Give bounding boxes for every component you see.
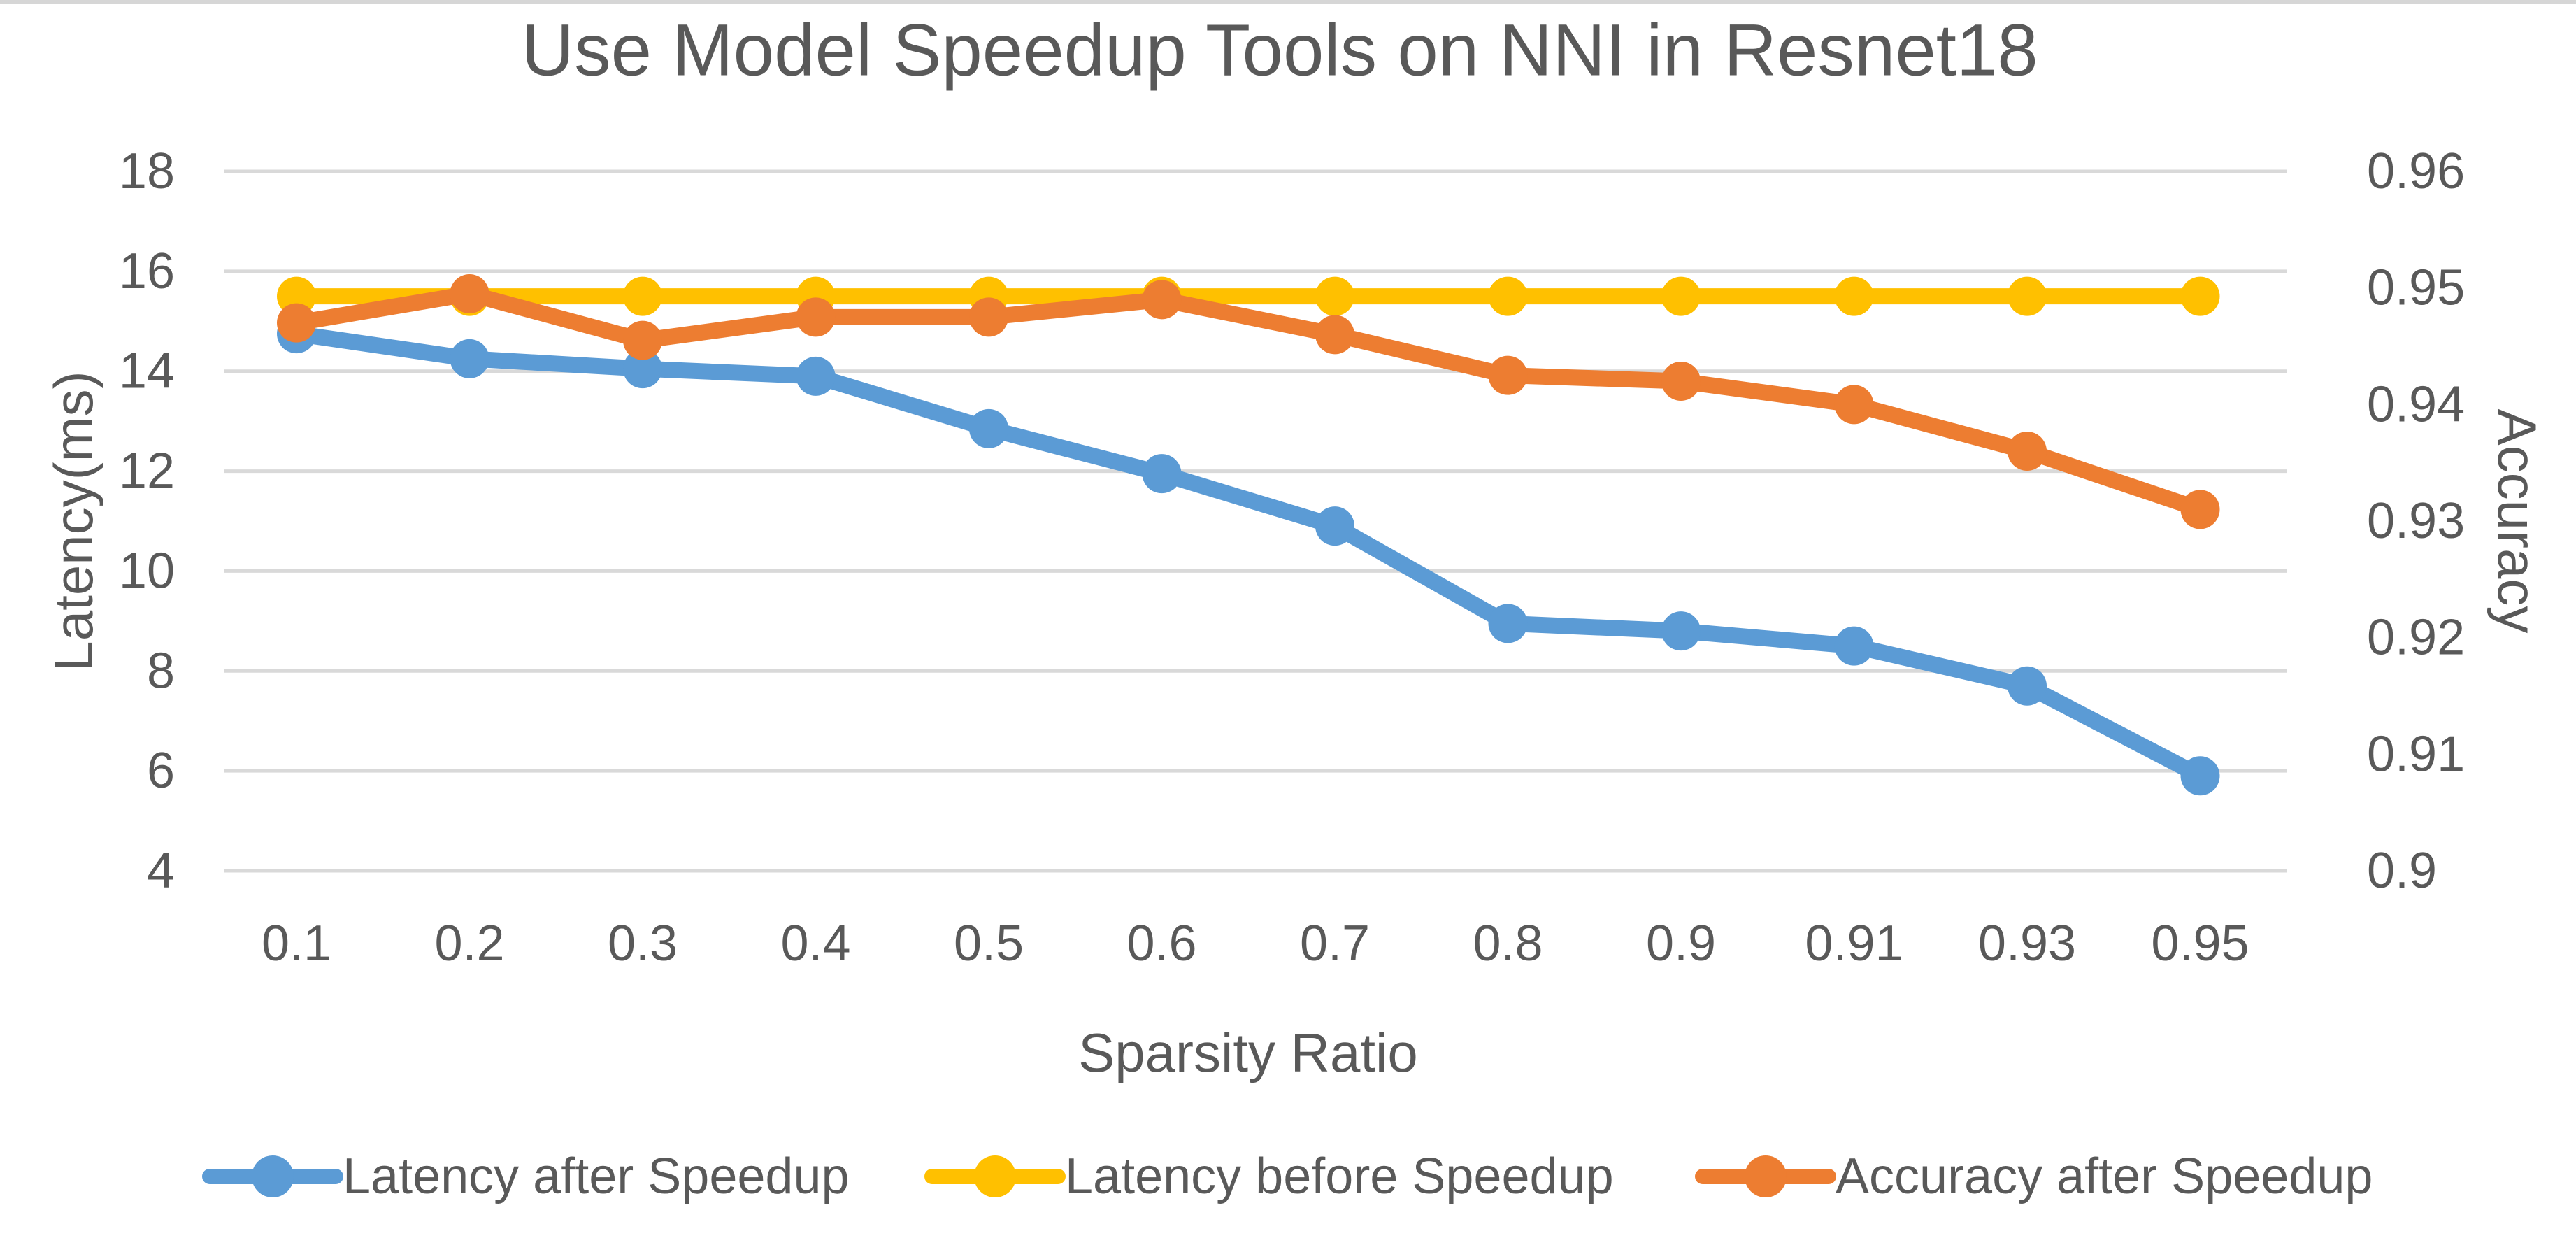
- y-left-tick-label: 16: [119, 243, 175, 299]
- y-right-tick-label: 0.91: [2367, 726, 2465, 782]
- data-point-marker: [623, 349, 662, 389]
- x-tick-label: 0.9: [1646, 916, 1716, 972]
- data-point-marker: [450, 339, 489, 378]
- data-point-marker: [1661, 611, 1701, 651]
- legend-marker-dot: [974, 1155, 1016, 1197]
- x-tick-label: 0.93: [1978, 916, 2076, 972]
- legend-item: Accuracy after Speedup: [1695, 1148, 2373, 1204]
- y-left-tick-labels-group: 18 16 14 12 10 8 6 4: [119, 143, 175, 899]
- y-right-tick-label: 0.92: [2367, 610, 2465, 666]
- x-tick-label: 0.91: [1805, 916, 1903, 972]
- y-right-axis-title: Accuracy: [2486, 409, 2548, 634]
- data-point-marker: [1834, 626, 1874, 666]
- data-point-marker: [1488, 355, 1528, 395]
- series-group: [277, 274, 2220, 796]
- data-point-marker: [2008, 276, 2047, 316]
- x-tick-label: 0.1: [262, 916, 331, 972]
- x-tick-label: 0.2: [434, 916, 504, 972]
- legend-label: Latency after Speedup: [343, 1148, 850, 1204]
- data-point-marker: [450, 274, 489, 313]
- y-right-tick-label: 0.95: [2367, 260, 2465, 316]
- y-right-tick-labels-group: 0.96 0.95 0.94 0.93 0.92 0.91 0.9: [2367, 143, 2465, 899]
- data-point-marker: [2180, 756, 2220, 796]
- data-point-marker: [623, 320, 662, 360]
- data-point-marker: [1142, 280, 1182, 320]
- chart-title: Use Model Speedup Tools on NNI in Resnet…: [521, 10, 2038, 92]
- x-tick-label: 0.95: [2151, 916, 2249, 972]
- legend-marker-dot: [1745, 1155, 1787, 1197]
- data-point-marker: [1834, 276, 1874, 316]
- data-point-marker: [623, 276, 662, 316]
- data-point-marker: [2008, 666, 2047, 706]
- x-tick-labels-group: 0.1 0.2 0.3 0.4 0.5 0.6 0.7 0.8 0.9 0.91 0.93 0.95: [262, 916, 2249, 972]
- data-point-marker: [1315, 276, 1354, 316]
- x-tick-label: 0.6: [1126, 916, 1196, 972]
- x-tick-label: 0.3: [608, 916, 678, 972]
- x-tick-label: 0.8: [1473, 916, 1543, 972]
- data-point-marker: [1142, 454, 1182, 494]
- data-point-marker: [969, 408, 1008, 448]
- x-axis-title: Sparsity Ratio: [1078, 1022, 1418, 1083]
- legend-item: Latency after Speedup: [202, 1148, 850, 1204]
- y-left-tick-label: 12: [119, 443, 175, 499]
- data-point-marker: [1488, 604, 1528, 643]
- y-left-tick-label: 14: [119, 343, 175, 399]
- y-left-tick-label: 8: [147, 643, 175, 699]
- data-point-marker: [1488, 276, 1528, 316]
- data-point-marker: [969, 297, 1008, 337]
- x-tick-label: 0.5: [954, 916, 1024, 972]
- data-point-marker: [796, 297, 836, 337]
- y-left-axis-title: Latency(ms): [43, 371, 104, 671]
- y-right-tick-label: 0.9: [2367, 843, 2437, 899]
- y-right-tick-label: 0.93: [2367, 493, 2465, 549]
- y-left-tick-label: 10: [119, 543, 175, 599]
- data-point-marker: [1661, 276, 1701, 316]
- legend-label: Accuracy after Speedup: [1836, 1148, 2373, 1204]
- data-point-marker: [1834, 385, 1874, 425]
- series-line-accuracy-after-speedup: [288, 285, 2208, 518]
- data-point-marker: [277, 303, 316, 343]
- data-point-marker: [1315, 506, 1354, 546]
- legend-label: Latency before Speedup: [1065, 1148, 1614, 1204]
- y-right-tick-label: 0.94: [2367, 376, 2465, 432]
- data-point-marker: [2008, 432, 2047, 471]
- legend-item: Latency before Speedup: [924, 1148, 1614, 1204]
- data-point-marker: [1315, 315, 1354, 355]
- data-point-marker: [2180, 490, 2220, 529]
- data-point-marker: [1661, 362, 1701, 401]
- series-accuracy-after-speedup: [277, 274, 2220, 529]
- y-right-tick-label: 0.96: [2367, 143, 2465, 199]
- y-left-tick-label: 18: [119, 143, 175, 199]
- series-line-latency-after-speedup: [288, 325, 2208, 784]
- x-tick-label: 0.7: [1300, 916, 1370, 972]
- legend: Latency after Speedup Latency before Spee…: [202, 1148, 2373, 1204]
- y-left-tick-label: 6: [147, 743, 175, 799]
- top-border-strip: [0, 0, 2576, 4]
- y-left-tick-label: 4: [147, 843, 175, 899]
- x-tick-label: 0.4: [780, 916, 850, 972]
- series-latency-after-speedup: [277, 314, 2220, 796]
- legend-marker-dot: [252, 1155, 294, 1197]
- data-point-marker: [796, 356, 836, 396]
- data-point-marker: [2180, 276, 2220, 316]
